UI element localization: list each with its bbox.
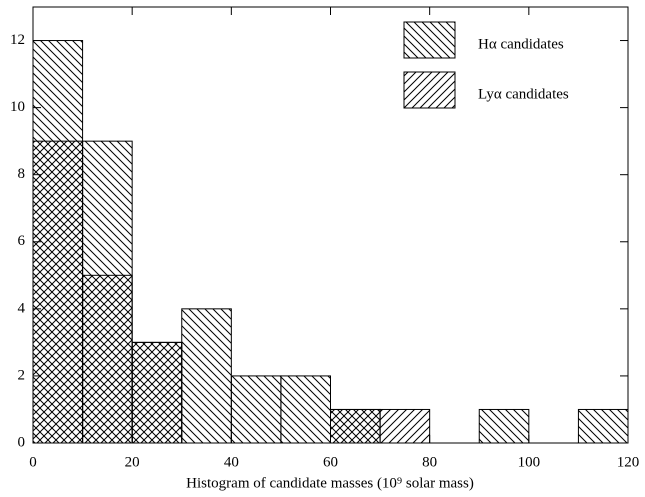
histogram-bar	[32, 140, 84, 444]
y-tick-label: 6	[18, 233, 26, 249]
y-tick-label: 0	[18, 434, 26, 450]
y-tick-label: 4	[18, 300, 26, 316]
x-tick-label: 60	[323, 454, 338, 470]
y-tick-label: 8	[18, 166, 26, 182]
y-tick-label: 12	[10, 32, 25, 48]
x-tick-label: 80	[422, 454, 437, 470]
legend-label: Lyα candidates	[478, 86, 569, 102]
histogram-bar	[230, 375, 282, 444]
legend-label: Hα candidates	[478, 36, 564, 52]
x-tick-label: 0	[29, 454, 37, 470]
histogram-bar	[577, 408, 629, 444]
histogram-bar	[82, 274, 133, 444]
histogram-bar	[131, 341, 183, 444]
legend-swatch	[403, 21, 456, 59]
histogram-bar	[478, 408, 530, 444]
legend-swatch	[403, 71, 456, 109]
x-tick-label: 120	[617, 454, 640, 470]
y-tick-label: 10	[10, 99, 25, 115]
x-tick-label: 100	[518, 454, 541, 470]
histogram-bar	[280, 375, 331, 444]
histogram-bar	[379, 408, 431, 444]
histogram-bar	[330, 408, 381, 444]
x-tick-label: 40	[224, 454, 239, 470]
x-axis-label: Histogram of candidate masses (10⁹ solar…	[186, 475, 474, 491]
y-tick-label: 2	[18, 367, 26, 383]
histogram-bar	[181, 308, 232, 444]
x-tick-label: 20	[125, 454, 140, 470]
